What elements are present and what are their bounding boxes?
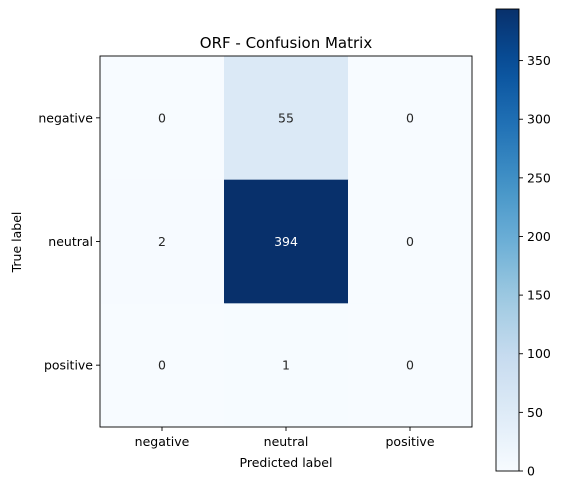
chart-title: ORF - Confusion Matrix xyxy=(200,34,373,52)
heatmap-cell xyxy=(224,303,349,428)
heatmap-cell xyxy=(224,56,349,181)
heatmap-cell xyxy=(100,179,225,304)
y-axis-label: True label xyxy=(9,212,24,274)
colorbar-tick-label: 250 xyxy=(527,170,551,185)
cell-value-label: 0 xyxy=(158,110,166,125)
heatmap-cell xyxy=(348,56,473,181)
colorbar-frame xyxy=(495,8,520,472)
cell-value-label: 2 xyxy=(158,234,166,249)
colorbar-tick-label: 100 xyxy=(527,346,551,361)
cell-value-label: 0 xyxy=(406,234,414,249)
heatmap-cell xyxy=(100,303,225,428)
colorbar-tick-label: 0 xyxy=(527,464,535,479)
cell-value-label: 1 xyxy=(282,358,290,373)
cell-value-label: 0 xyxy=(406,110,414,125)
heatmap-cell xyxy=(348,179,473,304)
heatmap-cell xyxy=(224,179,349,304)
cell-value-label: 55 xyxy=(278,110,294,125)
heatmap-cell xyxy=(100,56,225,181)
x-tick-label: neutral xyxy=(264,434,309,449)
colorbar-tick-label: 200 xyxy=(527,229,551,244)
colorbar-tick-label: 50 xyxy=(527,405,543,420)
cell-value-label: 394 xyxy=(274,234,298,249)
colorbar xyxy=(496,9,519,471)
y-tick-label: neutral xyxy=(48,234,93,249)
x-axis-label: Predicted label xyxy=(240,455,333,470)
x-tick-label: negative xyxy=(135,434,190,449)
colorbar-tick-label: 150 xyxy=(527,288,551,303)
x-tick-label: positive xyxy=(385,434,434,449)
y-tick-label: negative xyxy=(38,110,93,125)
cell-value-label: 0 xyxy=(158,358,166,373)
colorbar-tick-label: 300 xyxy=(527,112,551,127)
heatmap-cell xyxy=(348,303,473,428)
colorbar-tick-label: 350 xyxy=(527,53,551,68)
y-tick-label: positive xyxy=(44,358,93,373)
cell-value-label: 0 xyxy=(406,358,414,373)
